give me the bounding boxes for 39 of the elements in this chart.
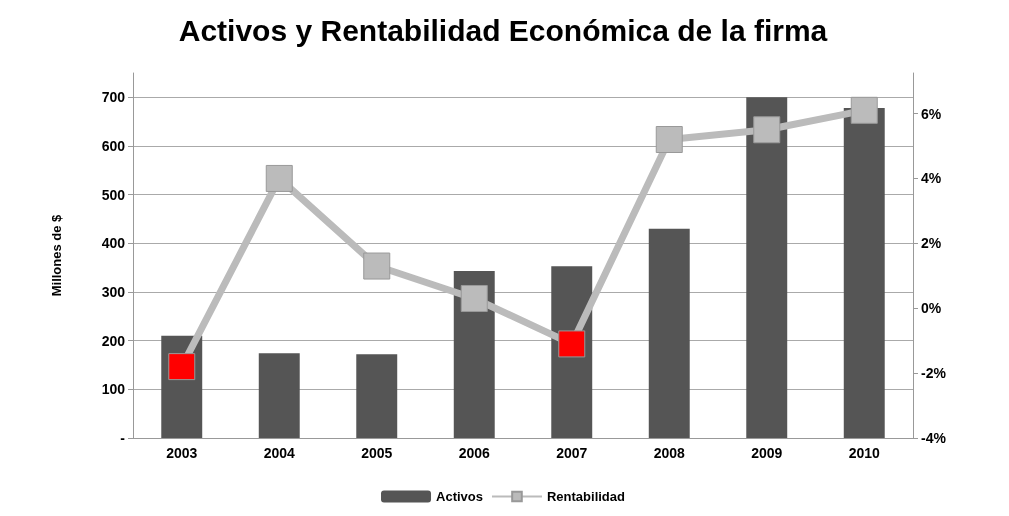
x-tick-label: 2010 bbox=[848, 445, 881, 461]
bar bbox=[648, 228, 690, 438]
y2-tick-label: 0% bbox=[921, 300, 942, 317]
y-tick-label: 200 bbox=[101, 332, 126, 349]
point bbox=[363, 252, 391, 280]
y-tick-label: 600 bbox=[101, 138, 126, 154]
y-axis-title: Millones de $ bbox=[49, 213, 64, 297]
y2-tick-label: -2% bbox=[921, 365, 947, 382]
y2-tick-label: 4% bbox=[921, 170, 942, 187]
point bbox=[558, 330, 586, 358]
x-tick-label: 2008 bbox=[653, 445, 686, 461]
point bbox=[655, 126, 683, 154]
y-tick-label: - bbox=[120, 430, 126, 446]
point bbox=[753, 116, 781, 144]
x-tick-label: 2009 bbox=[751, 445, 783, 461]
x-tick-label: 2007 bbox=[556, 445, 588, 461]
legend-label: Activos bbox=[436, 489, 483, 504]
x-tick-label: 2004 bbox=[263, 445, 296, 461]
point bbox=[168, 353, 196, 381]
x-tick-label: 2006 bbox=[458, 445, 491, 461]
y-tick-label: 500 bbox=[101, 186, 126, 203]
bar bbox=[356, 354, 398, 438]
point bbox=[460, 284, 488, 312]
point bbox=[850, 96, 878, 124]
y2-tick-label: 6% bbox=[921, 105, 942, 122]
bar bbox=[843, 108, 885, 438]
y2-tick-label: 2% bbox=[921, 235, 942, 252]
y-tick-label: 100 bbox=[101, 381, 126, 398]
y2-tick-label: -4% bbox=[921, 430, 947, 446]
x-tick-label: 2005 bbox=[361, 445, 393, 461]
x-tick-label: 2003 bbox=[166, 445, 198, 461]
y-tick-label: 400 bbox=[101, 235, 126, 252]
y-tick-label: 300 bbox=[101, 284, 126, 300]
bar bbox=[746, 97, 788, 438]
point bbox=[265, 164, 293, 192]
legend-label: Rentabilidad bbox=[546, 489, 626, 504]
chart-title: Activos y Rentabilidad Económica de la firma bbox=[178, 13, 828, 47]
bar bbox=[258, 353, 300, 438]
y-tick-label: 700 bbox=[101, 89, 126, 106]
